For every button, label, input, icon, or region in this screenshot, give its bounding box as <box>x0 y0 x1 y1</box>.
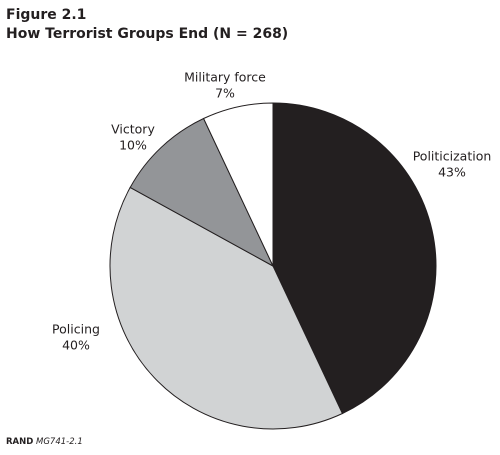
slice-label: Politicization <box>413 149 492 164</box>
source: RAND MG741-2.1 <box>6 437 83 447</box>
pie-slice <box>109 186 344 430</box>
pie-slice <box>272 102 437 415</box>
slice-value-label: 10% <box>119 138 147 153</box>
slice-value-label: 40% <box>62 338 90 353</box>
source-id: MG741-2.1 <box>36 437 83 447</box>
slice-label: Military force <box>184 70 266 85</box>
pie-slice <box>129 117 275 268</box>
chart-subtitle: How Terrorist Groups End (N = 268) <box>6 26 288 42</box>
slice-value-label: 7% <box>215 86 235 101</box>
slice-label: Victory <box>111 122 155 137</box>
slice-value-label: 43% <box>438 165 466 180</box>
chart-title: Figure 2.1 <box>6 7 86 23</box>
source-org: RAND <box>6 437 33 447</box>
pie-slice <box>202 102 274 267</box>
slice-label: Policing <box>52 322 100 337</box>
